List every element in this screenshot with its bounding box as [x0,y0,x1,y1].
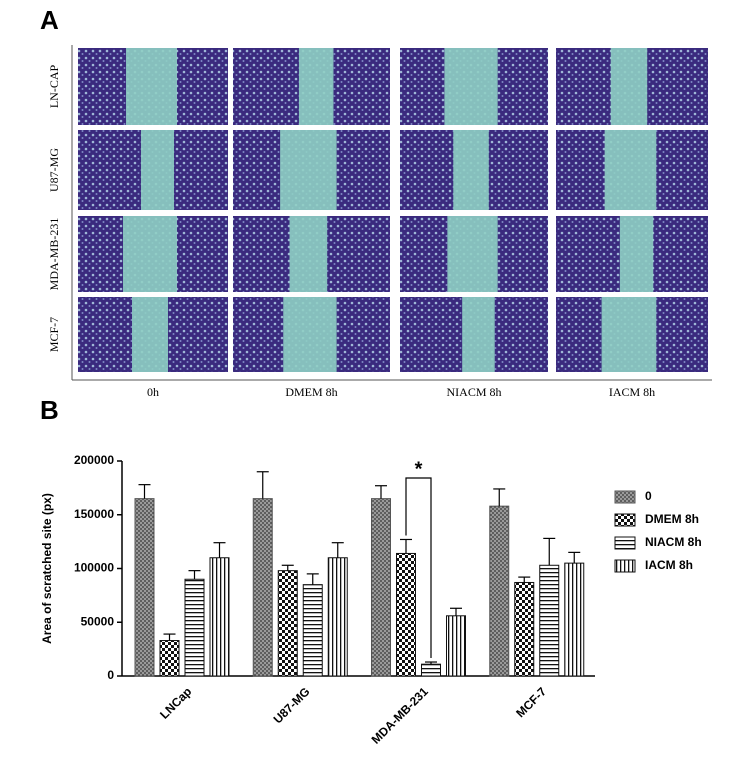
bar [421,663,441,677]
row-label: MCF-7 [47,317,61,352]
error-bar [331,542,344,558]
scratch-gap [462,297,495,372]
error-bar [568,551,581,564]
x-tick-label: U87-MG [271,684,313,726]
legend-swatch [614,536,636,550]
error-bar [306,573,319,585]
x-tick-label: MCF-7 [513,684,549,720]
legend-swatch [614,559,636,573]
error-bar [256,471,269,499]
y-tick-label: 50000 [81,614,115,628]
bar [396,552,416,677]
bar [446,615,466,677]
scratch-gap [289,216,328,292]
bar [184,578,205,677]
scratch-gap [453,130,489,210]
bar [209,557,230,677]
bar [327,557,348,677]
row-label: MDA-MB-231 [47,218,61,291]
panel-label: B [40,395,59,425]
bar [489,505,510,677]
bar [371,498,391,677]
row-label: LN-CAP [47,65,61,109]
bar [159,640,180,677]
column-label: 0h [147,385,159,399]
scratch-gap [447,216,498,292]
y-tick-label: 100000 [74,561,114,575]
scratch-gap [132,297,168,372]
micrographs: LN-CAP U87-MG MDA-MB-231 MCF-7 0h DMEM 8h NIAC… [47,48,708,399]
error-bar [543,537,556,566]
legend-label: 0 [645,489,652,503]
scratch-gap [444,48,498,125]
panel-label: A [40,5,59,35]
error-bar [281,564,294,571]
legend-label: NIACM 8h [645,535,702,549]
scratch-gap [619,216,654,292]
column-label: NIACM 8h [446,385,501,399]
legend-label: DMEM 8h [645,512,699,526]
y-tick-label: 150000 [74,507,114,521]
scratch-gap [283,297,337,372]
row-label: U87-MG [47,148,61,192]
bar [302,584,323,677]
bar [252,498,273,677]
scratch-gap [610,48,648,125]
y-axis-label: Area of scratched site (px) [40,493,54,644]
error-bar [138,484,151,499]
error-bar [213,542,226,558]
legend-swatch [614,490,636,504]
x-tick-label: LNCap [157,684,194,721]
scratch-gap [604,130,657,210]
scratch-gap [123,216,177,292]
error-bar [493,488,506,507]
scratch-gap [126,48,177,125]
error-bar [188,570,201,580]
legend-label: IACM 8h [645,558,693,572]
error-bar [163,633,176,641]
error-bar [375,485,387,499]
bar-chart: 0 50000 100000 150000 200000 Area of scratche… [40,453,702,747]
bar [539,564,560,677]
error-bar [450,607,462,616]
scratch-gap [298,48,334,125]
scratch-gap [141,130,174,210]
column-label: DMEM 8h [285,385,337,399]
error-bar [518,576,531,583]
y-tick-label: 200000 [74,453,114,467]
error-bar [400,538,412,554]
y-tick-label: 0 [107,668,114,682]
legend-swatch [614,513,636,527]
bar [134,498,155,677]
bar [514,581,535,677]
x-tick-label: MDA-MB-231 [369,684,431,746]
scratch-gap [280,130,337,210]
bar [277,570,298,677]
column-label: IACM 8h [609,385,655,399]
significance-mark: * [415,458,423,480]
significance-bracket [405,477,432,659]
scratch-gap [601,297,657,372]
error-bar [425,661,437,665]
bar [564,562,585,677]
